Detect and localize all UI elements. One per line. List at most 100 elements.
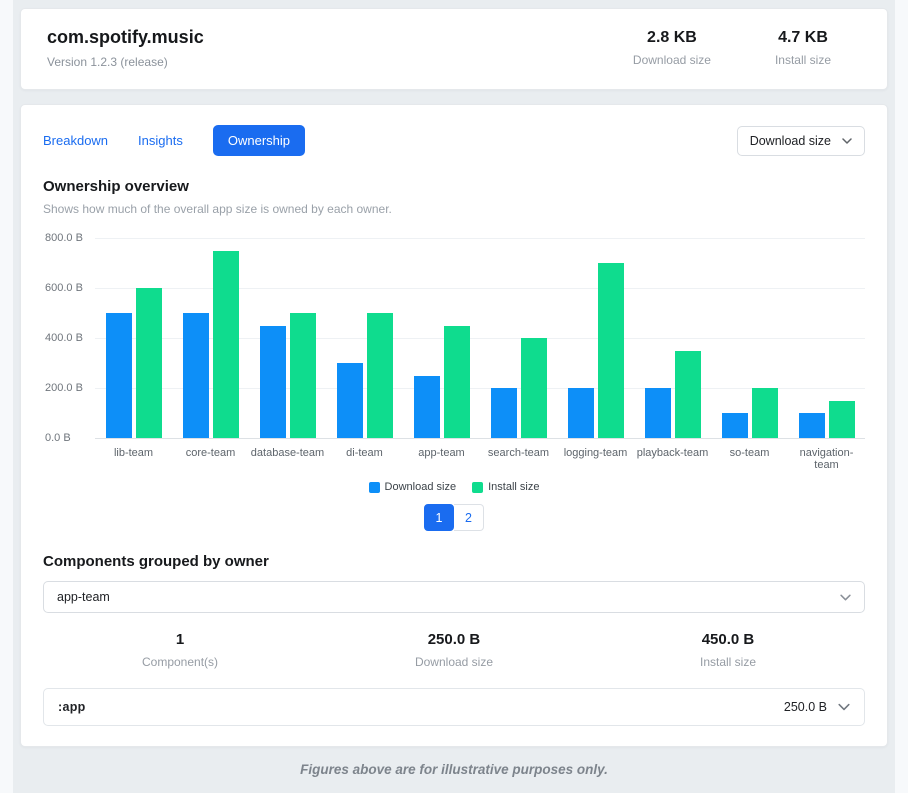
bar-download-search-team[interactable] [490, 388, 517, 438]
components-grouped-title: Components grouped by owner [43, 553, 269, 570]
bar-install-core-team[interactable] [212, 250, 239, 438]
download-size-swatch-icon [368, 481, 380, 493]
legend-item-download-size: Download size [368, 481, 457, 493]
bar-group-so-team [711, 238, 788, 438]
bar-install-database-team[interactable] [289, 313, 316, 438]
download-size-value: 2.8 KB [647, 29, 697, 46]
x-axis-label-navigation-team: navigation-team [799, 447, 854, 471]
bar-download-core-team[interactable] [182, 313, 209, 438]
app-id-title: com.spotify.music [47, 27, 204, 47]
bar-install-di-team[interactable] [366, 313, 393, 438]
chevron-down-icon [842, 137, 852, 144]
chart-y-axis: 800.0 B 600.0 B 400.0 B 200.0 B 0.0 B [43, 232, 95, 444]
component-count-value: 1 [175, 631, 185, 648]
tab-bar: Breakdown Insights Ownership Download si… [43, 125, 865, 156]
gridline [95, 288, 865, 289]
x-axis-label-database-team: database-team [250, 447, 325, 459]
header-size-stats: 2.8 KB Download size 4.7 KB Install size [633, 29, 831, 67]
y-axis-tick-label: 0.0 B [45, 432, 71, 444]
bar-download-logging-team[interactable] [567, 388, 594, 438]
ownership-overview-title: Ownership overview [43, 178, 189, 195]
legend-download-label: Download size [384, 481, 457, 493]
bar-download-lib-team[interactable] [105, 313, 132, 438]
component-size: 250.0 B [783, 700, 827, 714]
component-count-label: Component(s) [141, 655, 219, 669]
header-download-size-stat: 2.8 KB Download size [633, 29, 711, 67]
bar-download-di-team[interactable] [336, 363, 363, 438]
bar-group-search-team [480, 238, 557, 438]
pagination-page-2-button[interactable]: 2 [454, 504, 484, 531]
owner-download-size-stat: 250.0 B Download size [317, 631, 591, 669]
pagination-page-1-button[interactable]: 1 [424, 504, 454, 531]
y-axis-tick-label: 800.0 B [45, 232, 83, 244]
chevron-down-icon [838, 703, 850, 711]
header-install-size-stat: 4.7 KB Install size [775, 29, 831, 67]
app-header-card: com.spotify.music Version 1.2.3 (release… [20, 8, 888, 90]
legend-install-label: Install size [488, 481, 540, 493]
gridline [95, 238, 865, 239]
tab-insights[interactable]: Insights [138, 133, 183, 148]
x-axis-label-di-team: di-team [346, 447, 383, 459]
bar-group-di-team [326, 238, 403, 438]
bar-install-app-team[interactable] [443, 325, 470, 438]
x-axis-label-playback-team: playback-team [636, 447, 709, 459]
tab-breakdown[interactable]: Breakdown [43, 133, 109, 148]
owner-select[interactable]: app-team [43, 581, 865, 613]
bar-install-logging-team[interactable] [597, 263, 624, 438]
x-axis-label-app-team: app-team [418, 447, 465, 459]
app-identity: com.spotify.music Version 1.2.3 (release… [47, 27, 204, 69]
bar-group-lib-team [95, 238, 172, 438]
bar-download-app-team[interactable] [413, 375, 440, 438]
owner-download-size-label: Download size [414, 655, 494, 669]
bar-group-navigation-team [788, 238, 865, 438]
chart-plot [95, 238, 865, 439]
x-axis-label-so-team: so-team [729, 447, 770, 459]
owner-component-count-stat: 1 Component(s) [43, 631, 317, 669]
owner-install-size-stat: 450.0 B Install size [591, 631, 865, 669]
ownership-overview-subtitle: Shows how much of the overall app size i… [43, 202, 392, 216]
y-axis-tick-label: 400.0 B [45, 332, 83, 344]
chart-legend: Download size Install size [43, 481, 865, 493]
download-size-label: Download size [632, 53, 711, 67]
x-axis-label-lib-team: lib-team [113, 447, 154, 459]
install-size-swatch-icon [472, 481, 484, 493]
size-type-dropdown[interactable]: Download size [736, 125, 865, 156]
bar-download-so-team[interactable] [721, 413, 748, 438]
illustrative-footer-note: Figures above are for illustrative purpo… [300, 762, 608, 777]
bar-install-search-team[interactable] [520, 338, 547, 438]
ownership-bar-chart: 800.0 B 600.0 B 400.0 B 200.0 B 0.0 B lib-te… [43, 232, 865, 471]
bar-install-playback-team[interactable] [674, 350, 701, 438]
chart-pagination: 1 2 [43, 504, 865, 531]
gridline [95, 438, 865, 439]
bar-download-playback-team[interactable] [644, 388, 671, 438]
chart-x-axis: lib-team core-team database-team di-team app… [95, 438, 865, 471]
bar-group-core-team [172, 238, 249, 438]
tab-ownership[interactable]: Ownership [212, 125, 305, 156]
x-axis-label-logging-team: logging-team [563, 447, 628, 459]
bar-install-navigation-team[interactable] [828, 400, 855, 438]
size-type-dropdown-value: Download size [749, 133, 831, 148]
gridline [95, 388, 865, 389]
bar-download-database-team[interactable] [259, 325, 286, 438]
bar-group-app-team [403, 238, 480, 438]
bar-group-logging-team [557, 238, 634, 438]
owner-install-size-value: 450.0 B [701, 631, 755, 648]
bar-install-so-team[interactable] [751, 388, 778, 438]
y-axis-tick-label: 200.0 B [45, 382, 83, 394]
install-size-value: 4.7 KB [778, 29, 828, 46]
owner-select-value: app-team [57, 590, 110, 604]
owner-install-size-label: Install size [699, 655, 757, 669]
chevron-down-icon [840, 594, 851, 601]
bar-install-lib-team[interactable] [135, 288, 162, 438]
component-name: :app [58, 700, 86, 714]
bar-group-playback-team [634, 238, 711, 438]
owner-stats-row: 1 Component(s) 250.0 B Download size 450… [43, 631, 865, 669]
bar-download-navigation-team[interactable] [798, 413, 825, 438]
component-row-app[interactable]: :app 250.0 B [43, 688, 865, 726]
legend-item-install-size: Install size [472, 481, 539, 493]
x-axis-label-search-team: search-team [487, 447, 550, 459]
y-axis-tick-label: 600.0 B [45, 282, 83, 294]
owner-download-size-value: 250.0 B [427, 631, 481, 648]
page-background: com.spotify.music Version 1.2.3 (release… [13, 0, 895, 793]
bar-group-database-team [249, 238, 326, 438]
